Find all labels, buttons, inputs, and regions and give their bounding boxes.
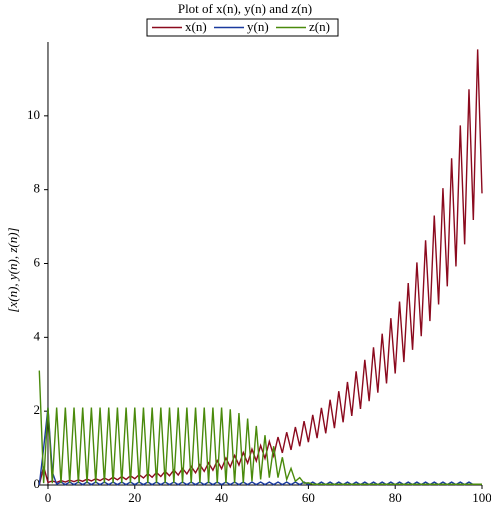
y-tick-label: 2 [33,402,40,417]
chart-title: Plot of x(n), y(n) and z(n) [178,1,312,16]
y-tick-label: 10 [27,107,40,122]
x-tick-label: 20 [128,490,141,505]
x-tick-label: 40 [215,490,228,505]
y-tick-label: 0 [33,476,40,491]
legend-label: x(n) [185,19,207,34]
legend-label: z(n) [309,19,330,34]
y-tick-label: 4 [33,328,40,343]
x-tick-label: 100 [472,490,491,505]
y-axis-label: [x(n), y(n), z(n)] [5,227,20,312]
x-tick-label: 80 [389,490,402,505]
series-line [38,370,482,485]
y-tick-label: 6 [33,254,40,269]
x-tick-label: 0 [45,490,52,505]
x-tick-label: 60 [302,490,315,505]
y-tick-label: 8 [33,181,40,196]
legend-label: y(n) [247,19,269,34]
series-line [38,407,474,486]
series-line [38,49,483,486]
legend-box [146,18,339,37]
